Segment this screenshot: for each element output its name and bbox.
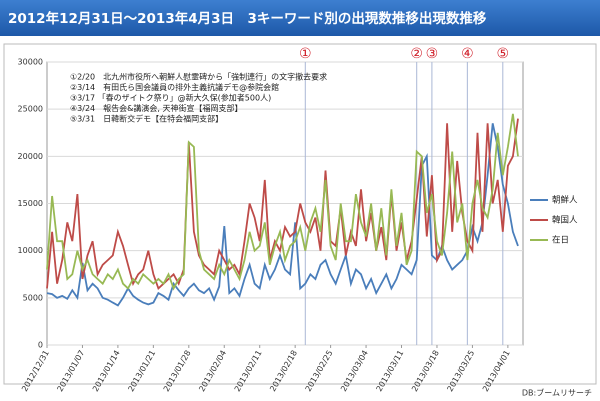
y-tick-label: 10000: [18, 246, 43, 255]
y-tick-label: 15000: [18, 199, 43, 208]
chart-title: 2012年12月31日～2013年4月3日 3キーワード別の出現数推移出現数推移: [8, 10, 487, 27]
annotation: ③3/17 「春のザイトク祭り」@新大久保(参加者500人): [70, 93, 271, 103]
annotation: ①2/20 北九州市役所へ朝鮮人慰霊碑から「強制連行」の文字撤去要求: [70, 72, 327, 82]
x-tick-label: 2013/01/07: [55, 349, 86, 393]
x-tick-label: 2013/03/04: [339, 349, 370, 393]
x-tick-label: 2013/02/11: [233, 349, 264, 393]
annotation: ⑤3/31 日韓断交デモ【在特会福岡支部】: [70, 114, 223, 124]
x-tick-label: 2013/01/14: [91, 349, 122, 393]
x-tick-label: 2013/02/25: [304, 349, 335, 393]
x-tick-label: 2013/03/18: [410, 349, 441, 393]
series-line: [46, 123, 519, 307]
legend-label: 朝鮮人: [552, 195, 578, 206]
y-tick-label: 25000: [18, 105, 43, 114]
marker-label: ⑤: [497, 46, 510, 62]
x-tick-label: 2013/02/04: [197, 349, 228, 393]
title-bar: [0, 0, 600, 36]
series-line: [46, 118, 519, 290]
x-tick-label: 2013/01/21: [126, 349, 157, 393]
y-tick-label: 5000: [23, 293, 43, 302]
x-tick-label: 2013/03/11: [375, 349, 406, 393]
legend-label: 在日: [552, 235, 569, 246]
legend-label: 韓国人: [552, 215, 578, 226]
y-tick-label: 20000: [18, 152, 43, 161]
y-tick-label: 30000: [18, 58, 43, 67]
x-tick-label: 2013/02/18: [268, 349, 299, 393]
x-tick-label: 2013/03/25: [445, 349, 476, 393]
annotation: ②3/14 有田氏ら国会議員の排外主義抗議デモ@参院会館: [70, 82, 279, 92]
marker-label: ②: [410, 46, 423, 62]
y-tick-label: 0: [38, 341, 43, 350]
marker-label: ④: [461, 46, 474, 62]
chart-frame: [3, 43, 597, 385]
annotation: ④3/24 報告会&講演会, 天神街宣【福岡支部】: [70, 103, 242, 113]
x-tick-label: 2012/12/31: [20, 349, 51, 393]
source: DB:ブームリサーチ: [522, 388, 592, 398]
x-tick-label: 2013/04/01: [481, 349, 512, 393]
series-line: [46, 113, 519, 291]
marker-label: ①: [299, 46, 312, 62]
marker-label: ③: [426, 46, 439, 62]
x-tick-label: 2013/01/28: [162, 349, 193, 393]
